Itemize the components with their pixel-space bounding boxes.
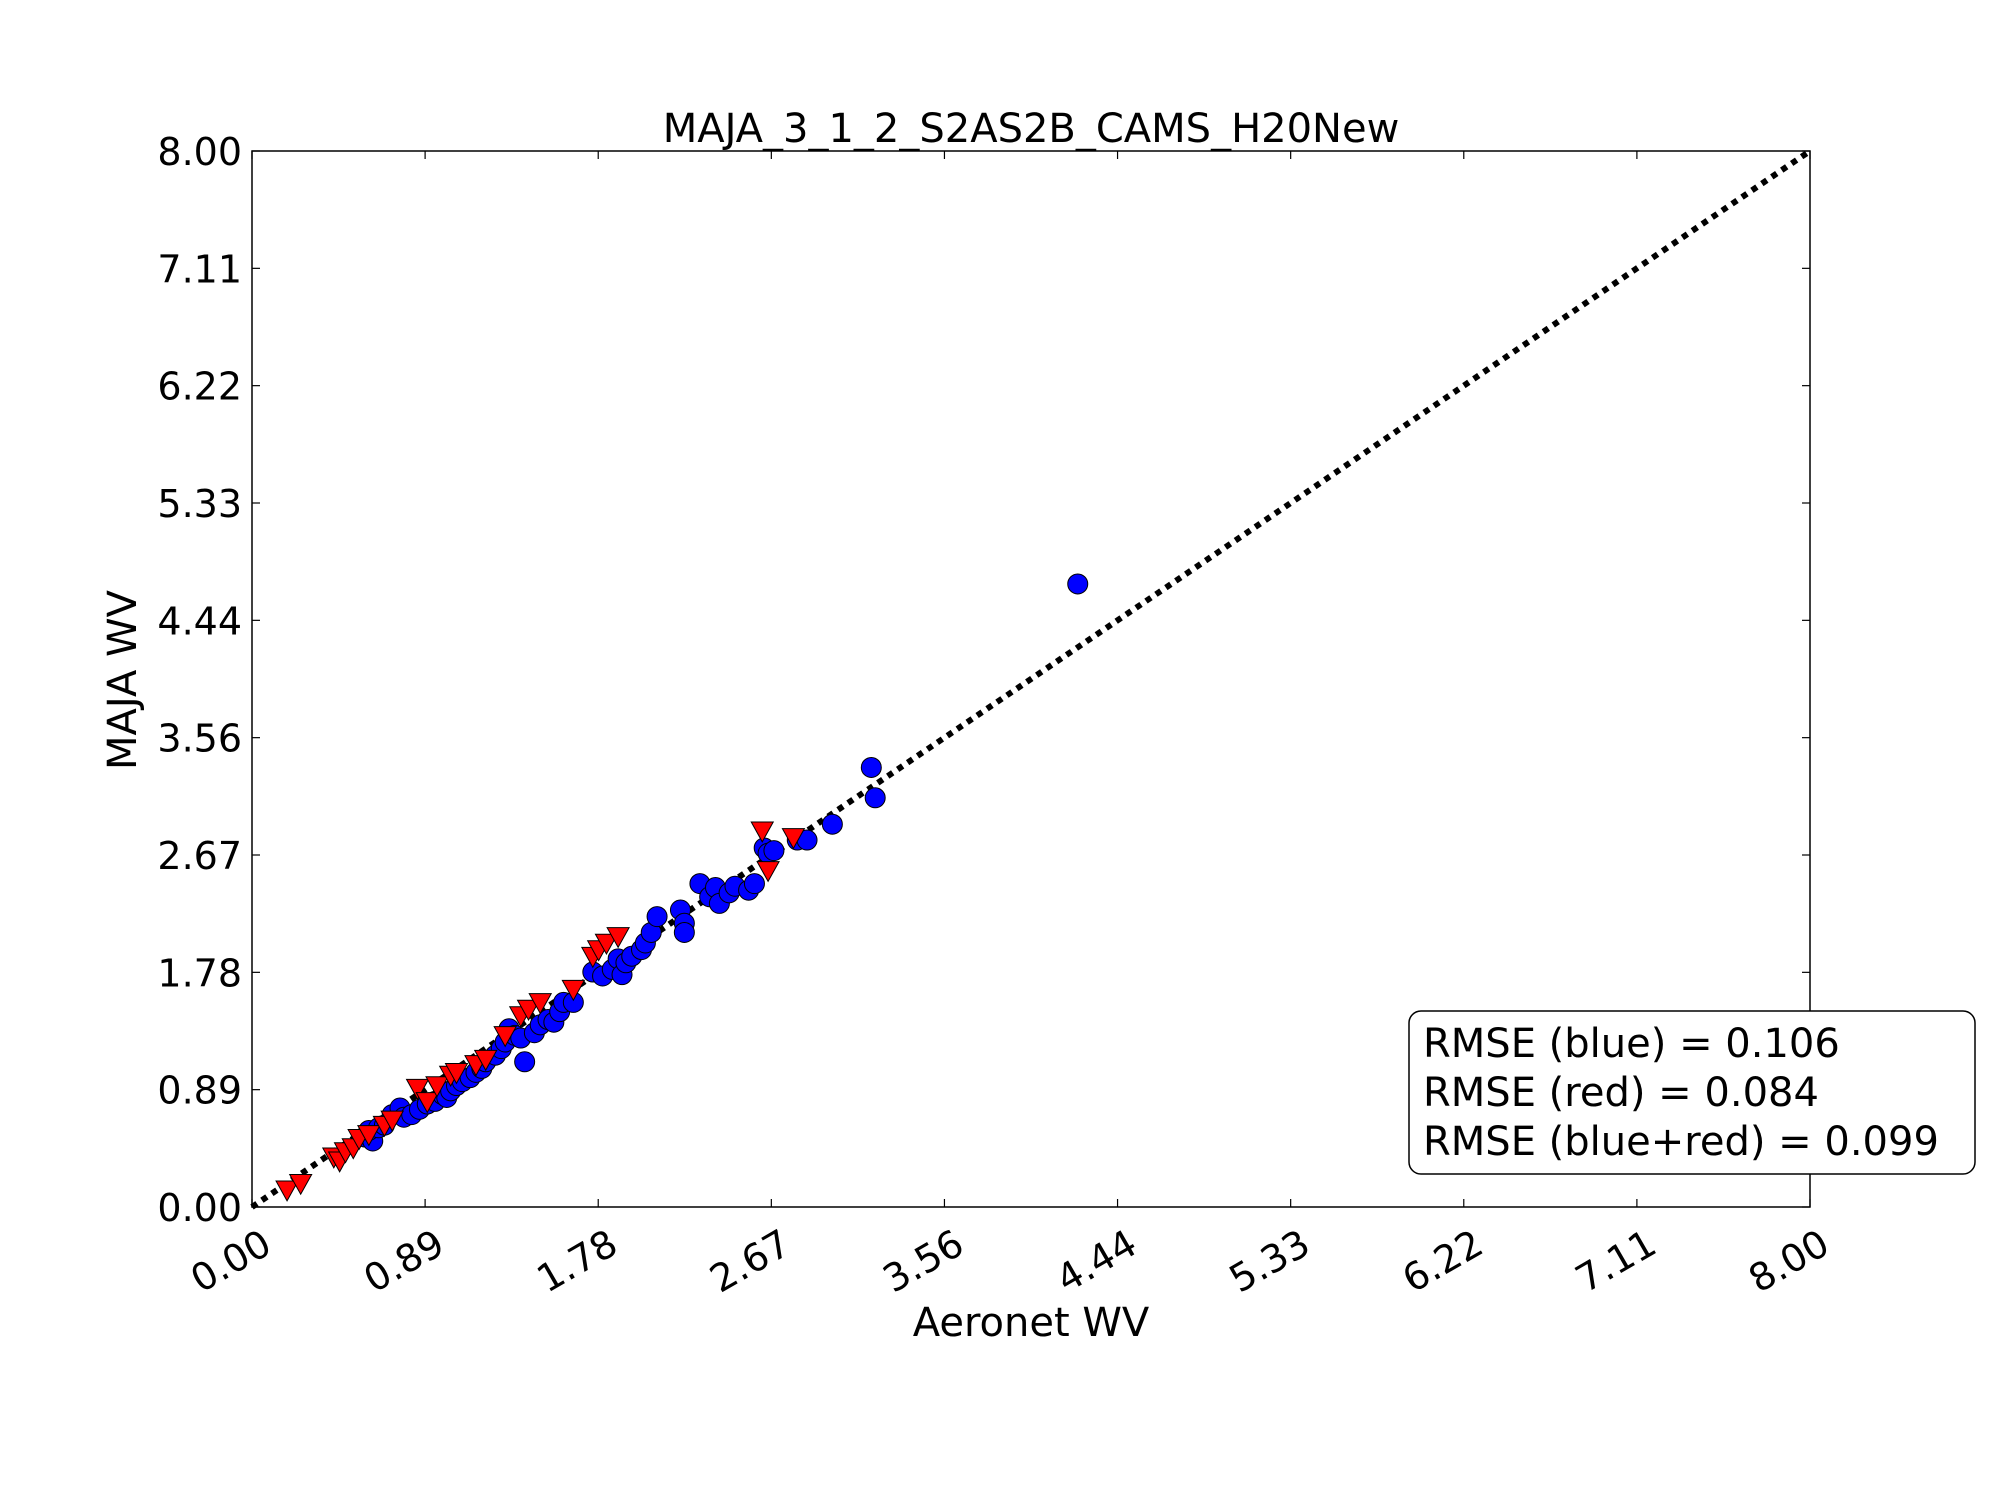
points-layer — [275, 573, 1089, 1202]
point-circle-56 — [743, 873, 765, 895]
point-circle-27 — [514, 1051, 536, 1073]
point-triangle-24 — [594, 933, 619, 956]
point-triangle-21 — [561, 979, 586, 1002]
rmse-annotation-frame — [1408, 1010, 1976, 1175]
point-triangle-1 — [288, 1173, 313, 1196]
point-triangle-9 — [380, 1110, 405, 1132]
point-circle-63 — [860, 756, 882, 778]
point-triangle-25 — [606, 927, 630, 949]
point-circle-65 — [1067, 573, 1089, 595]
point-circle-62 — [821, 813, 843, 835]
point-triangle-16 — [473, 1049, 498, 1072]
point-triangle-10 — [405, 1078, 430, 1101]
y-tick-label: 8.00 — [157, 130, 242, 174]
y-axis-label: MAJA WV — [100, 589, 146, 770]
point-triangle-17 — [493, 1026, 518, 1048]
point-triangle-19 — [516, 999, 541, 1022]
point-triangle-28 — [781, 828, 806, 850]
y-tick-label: 5.33 — [157, 482, 242, 526]
point-triangle-11 — [415, 1092, 440, 1114]
y-tick-label: 0.89 — [157, 1069, 242, 1113]
point-triangle-26 — [750, 821, 775, 843]
rmse-red-text: RMSE (red) = 0.084 — [1423, 1070, 1819, 1116]
point-triangle-14 — [444, 1063, 469, 1085]
rmse-annotation: RMSE (blue) = 0.106 RMSE (red) = 0.084 R… — [1408, 1010, 1976, 1175]
plot-frame — [251, 150, 1811, 1208]
y-tick-label: 2.67 — [157, 834, 242, 878]
point-triangle-0 — [275, 1180, 299, 1202]
point-circle-48 — [673, 921, 695, 943]
y-tick-label: 0.00 — [157, 1186, 242, 1230]
y-tick-label: 3.56 — [157, 717, 242, 761]
point-triangle-7 — [357, 1125, 381, 1147]
y-tick-label: 1.78 — [157, 951, 242, 995]
point-circle-59 — [763, 840, 785, 862]
chart-title: MAJA_3_1_2_S2AS2B_CAMS_H20New — [663, 106, 1400, 152]
x-axis-label: Aeronet WV — [913, 1300, 1150, 1346]
point-circle-45 — [646, 906, 668, 928]
point-triangle-20 — [528, 993, 553, 1015]
point-triangle-27 — [756, 861, 780, 883]
point-triangle-12 — [425, 1076, 449, 1098]
y-tick-label: 7.11 — [157, 247, 242, 291]
rmse-blue-text: RMSE (blue) = 0.106 — [1423, 1021, 1840, 1067]
rmse-combined-text: RMSE (blue+red) = 0.099 — [1423, 1119, 1939, 1165]
point-circle-64 — [864, 787, 886, 809]
y-tick-label: 6.22 — [157, 365, 242, 409]
y-tick-label: 4.44 — [157, 599, 242, 643]
